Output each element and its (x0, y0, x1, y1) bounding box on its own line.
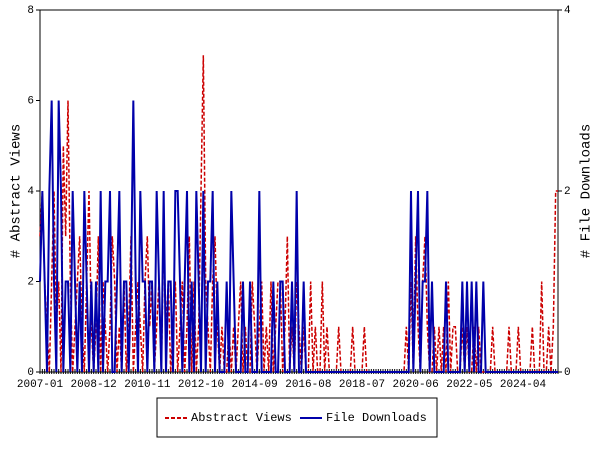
y2-tick-label: 0 (564, 367, 571, 379)
x-tick-label: 2010-11 (124, 379, 171, 391)
x-tick-label: 2016-08 (285, 379, 331, 391)
x-tick-label: 2012-10 (178, 379, 224, 391)
y-tick-label: 4 (27, 186, 34, 198)
x-tick-label: 2022-05 (446, 379, 492, 391)
series-line (39, 100, 558, 373)
y2-tick-label: 2 (564, 186, 571, 198)
y-axis-title: # Abstract Views (9, 124, 25, 258)
y-tick-label: 8 (27, 5, 34, 17)
y2-tick-label: 4 (564, 5, 571, 17)
x-tick-label: 2008-12 (71, 379, 117, 391)
x-tick-label: 2007-01 (17, 379, 64, 391)
y-tick-label: 2 (27, 276, 34, 288)
x-tick-label: 2014-09 (232, 379, 278, 391)
y-tick-label: 6 (27, 95, 34, 107)
legend-box (156, 397, 438, 438)
x-tick-label: 2020-06 (393, 379, 439, 391)
legend-label: Abstract Views (191, 411, 292, 425)
x-tick-label: 2024-04 (500, 379, 547, 391)
y-tick-label: 0 (27, 367, 34, 379)
y2-axis-title: # File Downloads (579, 124, 595, 258)
legend-label: File Downloads (326, 411, 427, 425)
x-tick-label: 2018-07 (339, 379, 385, 391)
